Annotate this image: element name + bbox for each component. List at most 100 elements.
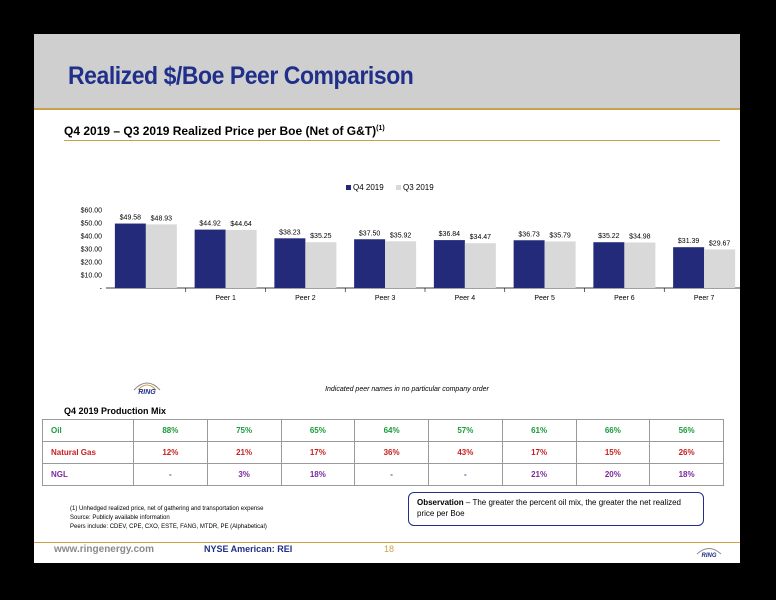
- mix-cell: 26%: [649, 441, 724, 464]
- bar-q4: [513, 240, 545, 288]
- x-tick-label: Peer 5: [534, 295, 555, 302]
- footer-divider: [34, 542, 740, 543]
- ring-logo-text: RING: [138, 389, 156, 396]
- footnotes: (1) Unhedged realized price, net of gath…: [70, 505, 267, 532]
- bar-q4: [354, 239, 386, 288]
- mix-cell: -: [428, 463, 503, 486]
- data-label: $34.47: [470, 234, 492, 241]
- legend-label-q3: Q3 2019: [403, 183, 434, 192]
- observation-text: – The greater the percent oil mix, the g…: [417, 498, 681, 518]
- data-label: $44.64: [230, 221, 252, 228]
- mix-cell: 17%: [280, 441, 356, 464]
- bar-q4: [433, 240, 465, 288]
- mix-row-natural-gas: Natural Gas 12% 21% 17% 36% 43% 17% 15% 26%: [42, 441, 724, 464]
- bar-q3: [464, 243, 496, 288]
- x-tick-label: Peer 4: [455, 295, 476, 302]
- observation-label: Observation: [417, 498, 464, 507]
- legend-swatch-q3: [396, 185, 401, 190]
- production-mix-table: Oil 88% 75% 65% 64% 57% 61% 66% 56% Natural Gas 12…: [42, 419, 724, 486]
- mix-cell: 65%: [280, 419, 356, 442]
- subtitle-footnote-mark: (1): [376, 125, 385, 132]
- mix-row-label: Oil: [42, 419, 134, 442]
- data-label: $29.67: [709, 240, 731, 247]
- bar-q3: [145, 224, 177, 288]
- data-label: $37.50: [359, 230, 381, 237]
- footer-website[interactable]: www.ringenergy.com: [54, 544, 155, 555]
- y-tick-label: -: [100, 286, 103, 293]
- y-tick-label: $30.00: [81, 247, 103, 254]
- bar-q4: [593, 242, 625, 288]
- mix-cell: 75%: [206, 419, 282, 442]
- bar-chart: - $10.00 $20.00 $30.00 $40.00 $50.00 $60.00 $49…: [81, 183, 740, 302]
- mix-cell: 43%: [428, 441, 503, 464]
- data-label: $35.79: [549, 232, 571, 239]
- mix-cell: 12%: [133, 441, 208, 464]
- y-tick-label: $60.00: [81, 208, 103, 215]
- mix-cell: 17%: [501, 441, 577, 464]
- mix-cell: -: [133, 463, 208, 486]
- mix-cell: 64%: [354, 419, 429, 442]
- x-tick-label: Peer 2: [295, 295, 316, 302]
- data-label: $48.93: [151, 215, 173, 222]
- chart-subtitle: Q4 2019 – Q3 2019 Realized Price per Boe…: [64, 124, 385, 138]
- y-tick-label: $20.00: [81, 260, 103, 267]
- page-number: 18: [384, 544, 395, 554]
- bar-q4: [114, 223, 146, 288]
- legend-label-q4: Q4 2019: [353, 183, 384, 192]
- footer-ticker: NYSE American: REI: [204, 544, 293, 554]
- page-title: Realized $/Boe Peer Comparison: [68, 62, 414, 90]
- bar-q3: [385, 241, 417, 288]
- bar-q3: [225, 229, 257, 288]
- title-bar: Realized $/Boe Peer Comparison: [34, 34, 740, 110]
- ring-logo: RING: [133, 382, 161, 396]
- y-tick-label: $10.00: [81, 273, 103, 280]
- mix-cell: 61%: [501, 419, 577, 442]
- bar-q3: [624, 242, 656, 288]
- production-mix-title: Q4 2019 Production Mix: [64, 406, 167, 416]
- mix-cell: 21%: [206, 441, 282, 464]
- data-label: $35.22: [598, 233, 620, 240]
- x-tick-label: Peer 1: [215, 295, 236, 302]
- data-label: $31.39: [678, 238, 700, 245]
- observation-box: Observation – The greater the percent oi…: [408, 492, 704, 526]
- y-tick-label: $40.00: [81, 234, 103, 241]
- mix-cell: 15%: [575, 441, 651, 464]
- bar-q3: [544, 241, 576, 288]
- mix-cell: 20%: [575, 463, 651, 486]
- footer-logo: RING: [696, 548, 722, 559]
- data-label: $36.73: [518, 231, 540, 238]
- bar-q3: [704, 249, 736, 288]
- footnote: (1) Unhedged realized price, net of gath…: [70, 506, 264, 512]
- chart-subtitle-text: Q4 2019 – Q3 2019 Realized Price per Boe…: [64, 124, 377, 138]
- mix-cell: 36%: [354, 441, 429, 464]
- chart-note: Indicated peer names in no particular co…: [325, 386, 489, 393]
- mix-row-oil: Oil 88% 75% 65% 64% 57% 61% 66% 56%: [42, 419, 724, 442]
- data-label: $38.23: [279, 229, 301, 236]
- footer-logo-text: RING: [702, 553, 717, 559]
- bar-q3: [305, 242, 337, 288]
- mix-cell: 3%: [206, 463, 282, 486]
- data-label: $36.84: [439, 231, 461, 238]
- mix-cell: 57%: [428, 419, 503, 442]
- bar-q4: [274, 238, 306, 288]
- mix-cell: 18%: [649, 463, 724, 486]
- mix-cell: -: [354, 463, 429, 486]
- data-label: $34.98: [629, 234, 651, 241]
- mix-cell: 18%: [280, 463, 356, 486]
- bar-q4: [194, 229, 226, 288]
- slide: Realized $/Boe Peer Comparison Q4 2019 –…: [34, 34, 740, 563]
- data-label: $49.58: [120, 215, 142, 222]
- data-label: $35.92: [390, 232, 412, 239]
- mix-row-ngl: NGL -3% 18% - -21% 20% 18%: [42, 463, 724, 486]
- legend-swatch-q4: [346, 185, 351, 190]
- x-tick-label: Peer 3: [375, 295, 396, 302]
- data-label: $35.25: [310, 233, 332, 240]
- footnote: Source: Publicly available information: [70, 515, 170, 521]
- mix-cell: 88%: [133, 419, 208, 442]
- subtitle-divider: [64, 140, 720, 141]
- mix-cell: 66%: [575, 419, 651, 442]
- x-tick-label: Peer 7: [694, 295, 715, 302]
- y-tick-label: $50.00: [81, 221, 103, 228]
- mix-row-label: NGL: [42, 463, 134, 486]
- mix-row-label: Natural Gas: [42, 441, 134, 464]
